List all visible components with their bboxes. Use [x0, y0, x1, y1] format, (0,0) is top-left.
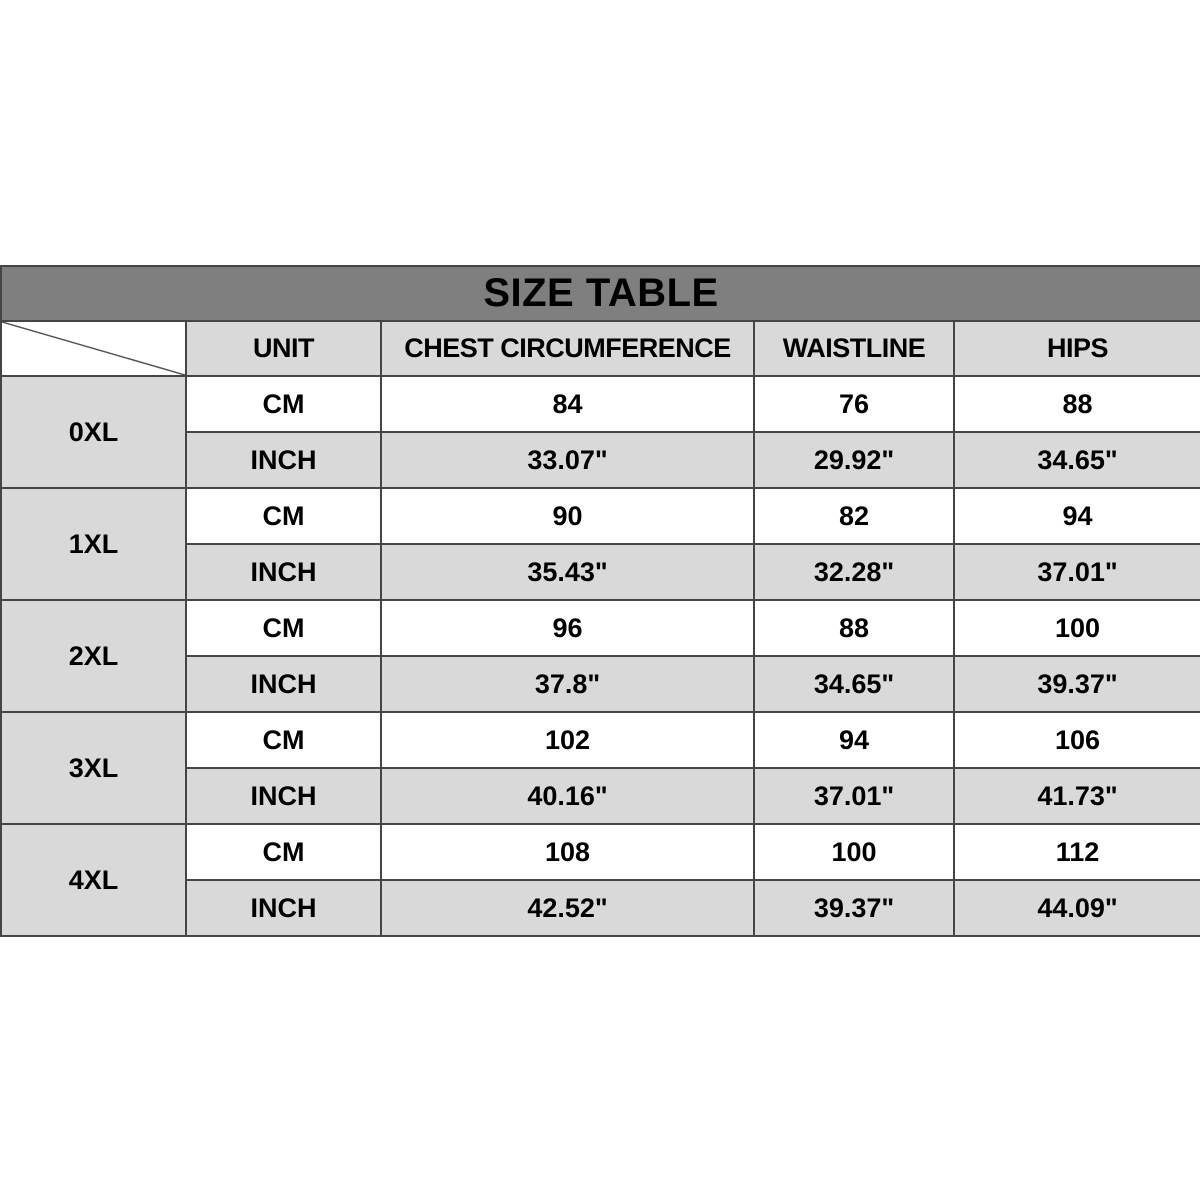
cell-2xl-inch-chest: 37.8": [380, 655, 755, 713]
table-row-4xl-inch: INCH 42.52" 39.37" 44.09": [1, 879, 1200, 937]
cell-0xl-cm-hips: 88: [952, 375, 1200, 433]
cell-1xl-cm-waist: 82: [753, 487, 955, 545]
table-row-2xl-inch: INCH 37.8" 34.65" 39.37": [1, 655, 1200, 713]
unit-label: CM: [185, 599, 382, 657]
column-header-hips: HIPS: [952, 320, 1200, 377]
cell-3xl-cm-waist: 94: [753, 711, 955, 769]
cell-2xl-inch-hips: 39.37": [952, 655, 1200, 713]
size-label-3xl: 3XL: [0, 711, 187, 825]
table-row-2xl-cm: 2XL CM 96 88 100: [0, 599, 1200, 713]
size-label-1xl: 1XL: [0, 487, 187, 601]
size-label-2xl: 2XL: [0, 599, 187, 713]
cell-0xl-inch-hips: 34.65": [952, 431, 1200, 489]
cell-0xl-inch-chest: 33.07": [380, 431, 755, 489]
cell-2xl-cm-hips: 100: [952, 599, 1200, 657]
cell-4xl-inch-hips: 44.09": [952, 879, 1200, 937]
cell-1xl-cm-chest: 90: [380, 487, 755, 545]
unit-label: INCH: [185, 655, 382, 713]
unit-label: CM: [185, 487, 382, 545]
cell-4xl-cm-hips: 112: [952, 823, 1200, 881]
unit-label: INCH: [185, 543, 382, 601]
unit-label: INCH: [185, 879, 382, 937]
table-title: SIZE TABLE: [0, 265, 1200, 322]
cell-2xl-inch-waist: 34.65": [753, 655, 955, 713]
unit-label: CM: [185, 823, 382, 881]
unit-label: CM: [185, 375, 382, 433]
table-row-0xl-cm: 0XL CM 84 76 88: [0, 375, 1200, 489]
cell-3xl-cm-chest: 102: [380, 711, 755, 769]
size-label-0xl: 0XL: [0, 375, 187, 489]
cell-0xl-inch-waist: 29.92": [753, 431, 955, 489]
cell-1xl-inch-waist: 32.28": [753, 543, 955, 601]
cell-3xl-inch-chest: 40.16": [380, 767, 755, 825]
table-row-0xl-inch: INCH 33.07" 29.92" 34.65": [1, 431, 1200, 489]
unit-label: INCH: [185, 431, 382, 489]
cell-3xl-inch-hips: 41.73": [952, 767, 1200, 825]
column-header-chest-circumference: CHEST CIRCUMFERENCE: [380, 320, 755, 377]
cell-4xl-cm-chest: 108: [380, 823, 755, 881]
diagonal-header-cell: [0, 320, 187, 377]
size-table: SIZE TABLE UNIT CHEST CIRCUMFERENCE WAIS…: [0, 265, 1200, 937]
unit-label: INCH: [185, 767, 382, 825]
table-row-3xl-inch: INCH 40.16" 37.01" 41.73": [1, 767, 1200, 825]
table-row-1xl-cm: 1XL CM 90 82 94: [0, 487, 1200, 601]
cell-0xl-cm-chest: 84: [380, 375, 755, 433]
cell-4xl-inch-waist: 39.37": [753, 879, 955, 937]
size-label-4xl: 4XL: [0, 823, 187, 937]
cell-2xl-cm-chest: 96: [380, 599, 755, 657]
cell-3xl-inch-waist: 37.01": [753, 767, 955, 825]
table-row-1xl-inch: INCH 35.43" 32.28" 37.01": [1, 543, 1200, 601]
cell-4xl-inch-chest: 42.52": [380, 879, 755, 937]
cell-0xl-cm-waist: 76: [753, 375, 955, 433]
cell-4xl-cm-waist: 100: [753, 823, 955, 881]
table-row-3xl-cm: 3XL CM 102 94 106: [0, 711, 1200, 825]
unit-label: CM: [185, 711, 382, 769]
cell-3xl-cm-hips: 106: [952, 711, 1200, 769]
cell-1xl-inch-hips: 37.01": [952, 543, 1200, 601]
column-header-unit: UNIT: [185, 320, 382, 377]
table-row-4xl-cm: 4XL CM 108 100 112: [0, 823, 1200, 937]
cell-1xl-cm-hips: 94: [952, 487, 1200, 545]
cell-2xl-cm-waist: 88: [753, 599, 955, 657]
cell-1xl-inch-chest: 35.43": [380, 543, 755, 601]
column-header-waistline: WAISTLINE: [753, 320, 955, 377]
